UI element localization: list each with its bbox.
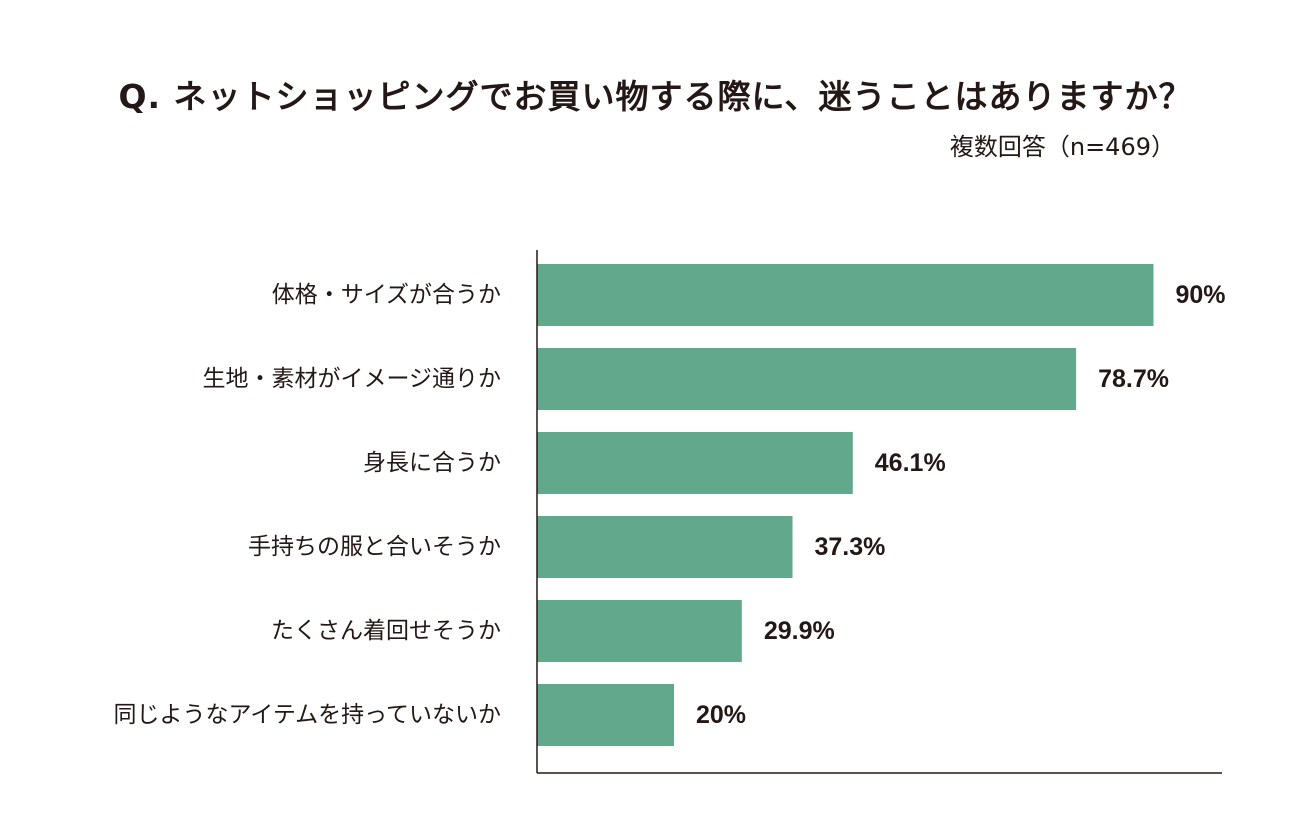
- value-label: 37.3%: [815, 533, 886, 561]
- value-label: 20%: [696, 701, 746, 729]
- value-label: 46.1%: [875, 449, 946, 477]
- bar: [537, 684, 674, 746]
- category-label: 生地・素材がイメージ通りか: [202, 366, 501, 392]
- bar-group: [537, 264, 1154, 746]
- bar: [537, 516, 793, 578]
- category-label-group: 体格・サイズが合うか生地・素材がイメージ通りか身長に合うか手持ちの服と合いそうか…: [113, 282, 501, 728]
- chart-title: Q. ネットショッピングでお買い物する際に、迷うことはありますか？: [118, 77, 1193, 116]
- value-label: 90%: [1176, 281, 1226, 309]
- value-label: 78.7%: [1098, 365, 1169, 393]
- bar: [537, 600, 742, 662]
- category-label: 身長に合うか: [363, 450, 501, 476]
- category-label: 同じようなアイテムを持っていないか: [113, 702, 501, 728]
- bar: [537, 348, 1077, 410]
- category-label: 体格・サイズが合うか: [272, 282, 501, 308]
- value-label-group: 90% 78.7% 46.1% 37.3% 29.9% 20%: [696, 281, 1226, 729]
- category-label: 手持ちの服と合いそうか: [248, 534, 501, 560]
- value-label: 29.9%: [764, 617, 835, 645]
- bar: [537, 264, 1154, 326]
- bar: [537, 432, 853, 494]
- category-label: たくさん着回せそうか: [271, 618, 501, 644]
- chart-subtitle: 複数回答（n=469）: [949, 133, 1175, 161]
